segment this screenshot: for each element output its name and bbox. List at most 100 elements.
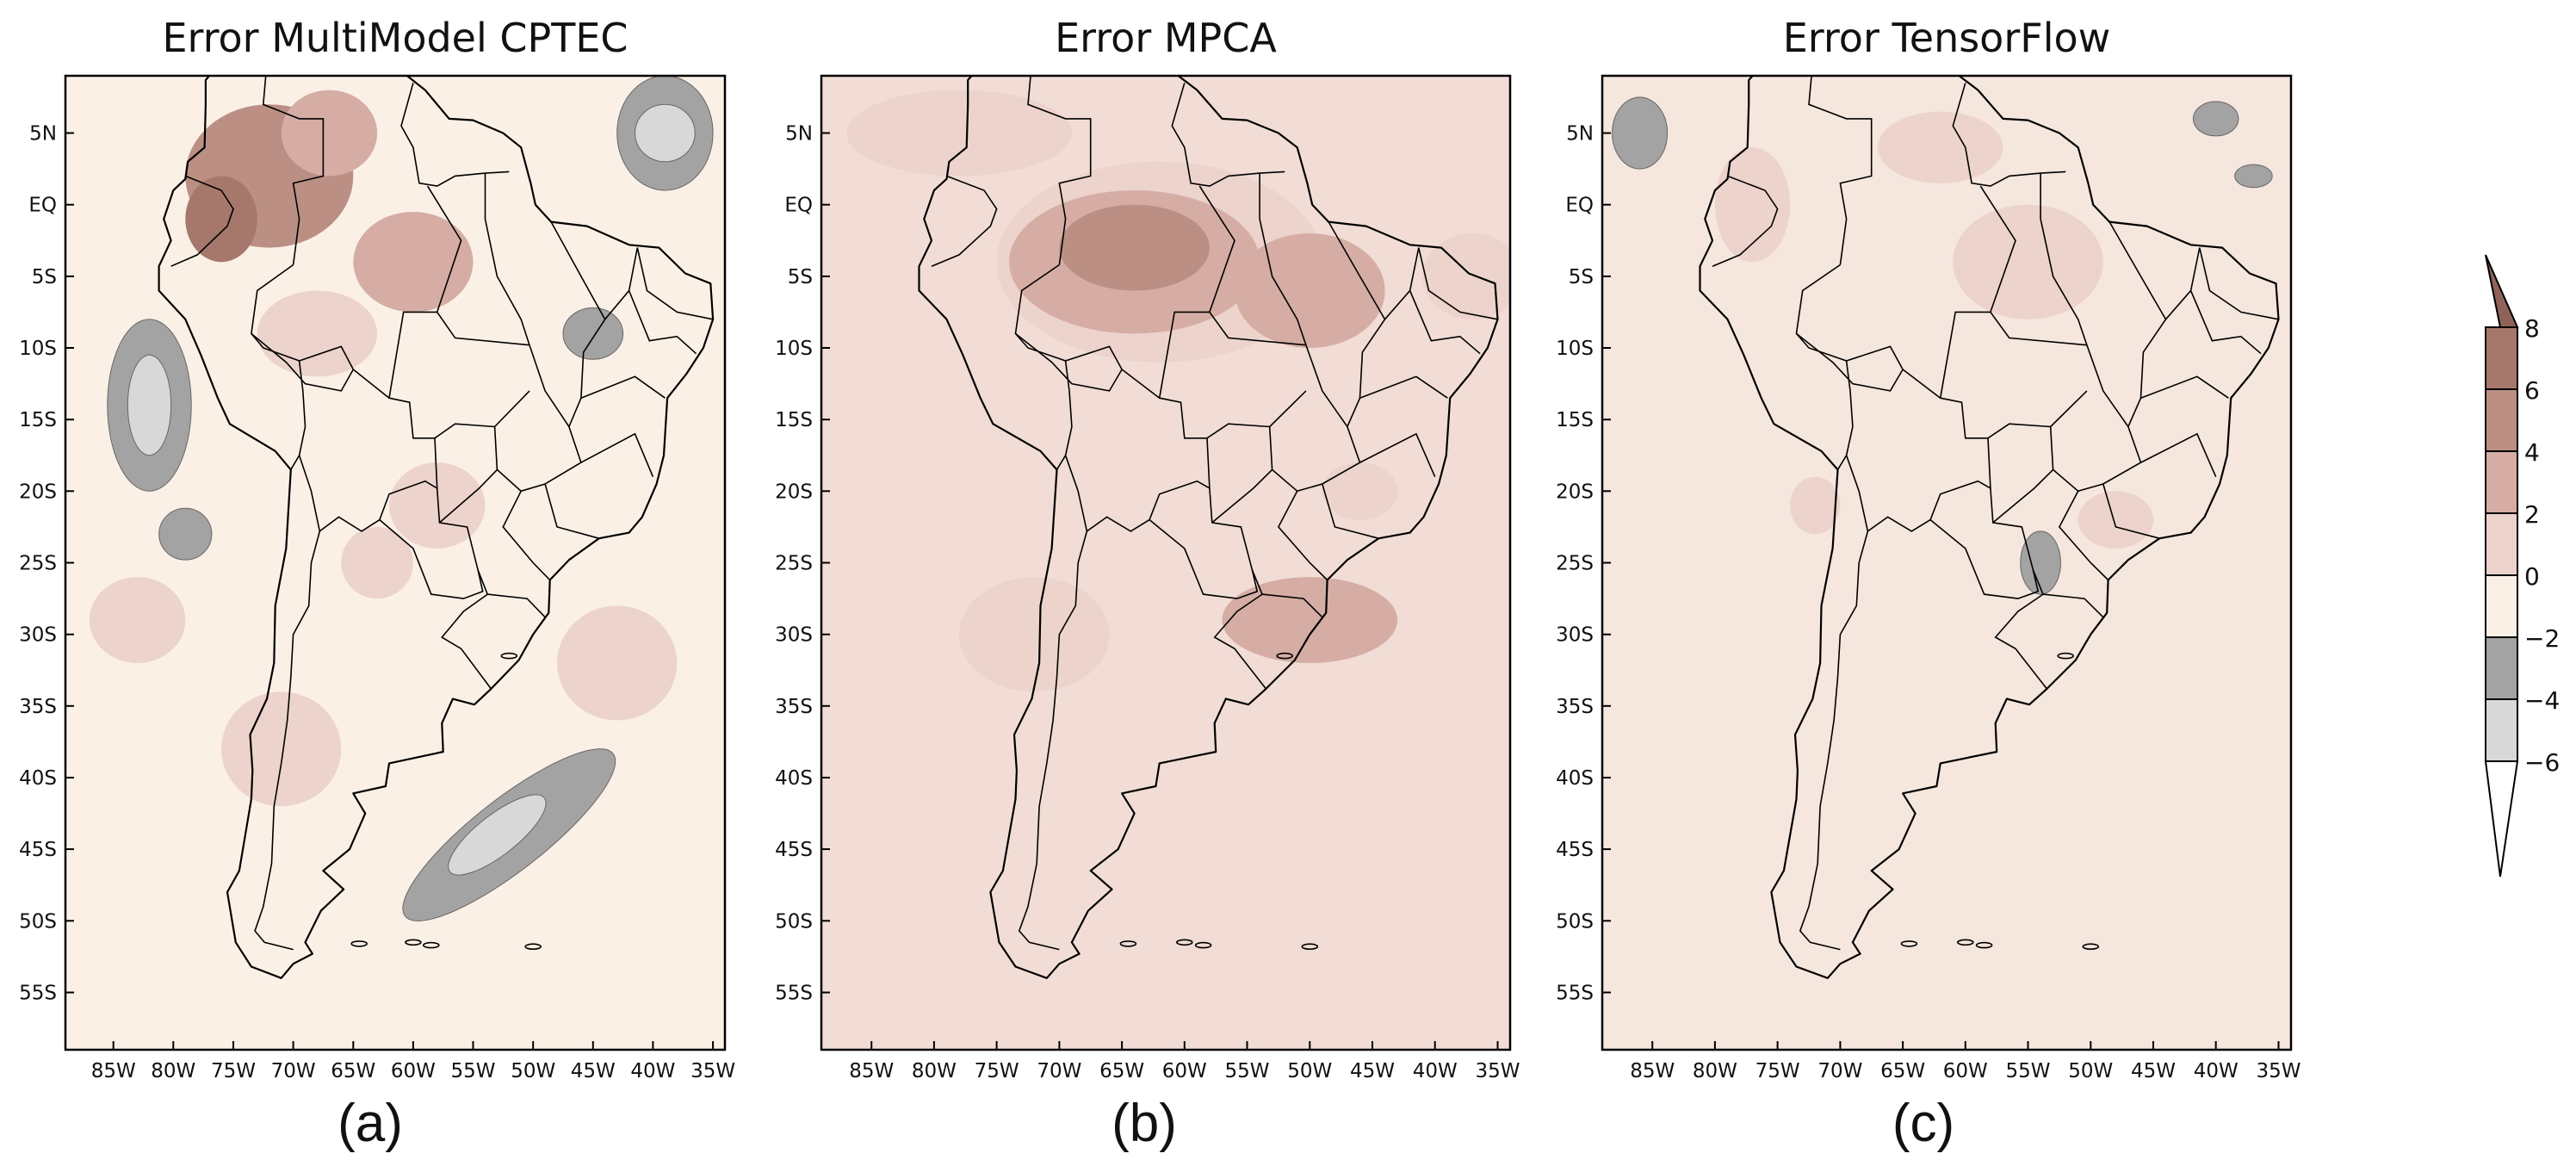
lat-tick-label: 45S [1556,839,1594,861]
border-line [1322,483,1379,539]
lon-tick-label: 65W [331,1060,375,1082]
lon-tick-label: 35W [1475,1060,1520,1082]
lon-tick-label: 55W [2005,1060,2050,1082]
lat-tick-label: 30S [19,624,57,647]
panel-caption: (c) [1892,1094,1954,1153]
error-contours [1612,96,2273,595]
latitude-axis: 5N EQ 5S 10S 15S 20S 25S 30S 35S 40S 45S 50S 55S [19,123,74,1005]
border-line [1206,423,1270,439]
lon-tick-label: 70W [271,1060,316,1082]
border-line [2140,375,2229,399]
colorbar-segment-m4-m2 [2485,636,2518,700]
lat-tick-label: 30S [1556,624,1594,647]
colorbar-label: −6 [2524,748,2560,777]
border-line [1171,83,1285,187]
island-outline [1194,941,1212,949]
negative-error-region [158,507,213,561]
positive-error-region [221,692,342,807]
positive-error-region [341,526,413,599]
lon-tick-label: 55W [450,1060,495,1082]
colorbar-label: 6 [2524,376,2540,405]
lon-tick-label: 75W [211,1060,256,1082]
border-line [254,530,321,951]
island-outline [1957,939,1974,946]
lat-tick-label: 5S [788,266,813,288]
error-contours [89,76,714,921]
coastline [918,76,1499,979]
positive-error-region [389,462,486,549]
border-line [2086,221,2167,429]
lon-tick-label: 65W [1880,1060,1925,1082]
border-line [1064,345,1211,533]
border-line [2058,490,2109,581]
lat-tick-label: 30S [775,624,813,647]
island-outline [2082,943,2100,950]
positive-error-region [89,577,186,663]
lat-tick-label: 50S [1556,910,1594,933]
border-line [636,247,714,320]
border-line [379,487,484,599]
border-line [931,175,998,267]
lat-tick-label: 40S [775,767,813,790]
lat-tick-label: 5S [32,266,57,288]
lon-tick-label: 80W [151,1060,195,1082]
border-line [1198,185,1235,313]
longitude-axis: 85W 80W 75W 70W 65W 60W 55W 50W 45W 40W 35W [1630,1041,2301,1082]
lon-tick-label: 70W [1037,1060,1081,1082]
border-line [2140,432,2217,478]
island-outline [350,940,368,947]
lon-tick-label: 40W [2194,1060,2239,1082]
lat-tick-label: 40S [19,767,57,790]
border-line [2189,290,2262,355]
panel-caption: (b) [1112,1094,1177,1153]
lat-tick-label: EQ [784,195,813,217]
colorbar-label: 8 [2524,314,2540,343]
lat-tick-label: 25S [775,553,813,575]
coastline-and-borders [1699,76,2280,979]
lat-tick-label: 45S [19,839,57,861]
border-line [438,468,498,524]
negative-error-region [2193,101,2239,137]
border-line [1277,490,1328,581]
colorbar-segment-m2-0 [2485,574,2518,638]
border-line [1979,185,2016,313]
panel-title: Error TensorFlow [1783,15,2111,61]
colorbar-bottom-arrow [2484,760,2519,878]
positive-error-region [959,577,1110,692]
border-line [1149,487,1259,599]
positive-error-region [185,176,257,263]
lat-tick-label: 20S [775,481,813,503]
negative-error-region [1612,96,1669,170]
positive-error-region [353,212,474,313]
lat-tick-label: 25S [1556,553,1594,575]
error-contours [846,90,1510,692]
lat-tick-label: 5N [29,123,57,146]
border-line [262,76,325,265]
positive-error-region [1953,204,2103,319]
lat-tick-label: 50S [775,910,813,933]
border-line [1845,345,1991,533]
lon-tick-label: 70W [1817,1060,1862,1082]
colorbar: 8 6 4 2 0 −2 −4 −6 [2484,254,2560,878]
lat-tick-label: 55S [1556,983,1594,1005]
island-outline [524,943,542,950]
colorbar-label: −2 [2524,624,2560,653]
border-line [529,221,606,429]
coastline [1699,76,2280,979]
border-line [1027,76,1092,265]
border-line [1994,569,2048,690]
border-line [1987,423,2051,439]
colorbar-label: 0 [2524,562,2540,591]
map-frame: 5N EQ 5S 10S 15S 20S 25S 30S 35S 40S 45S 50S 55S 85W… [775,74,1520,1082]
border-line [2040,173,2088,345]
border-line [502,490,551,581]
panel-title: Error MPCA [1055,15,1277,61]
colorbar-segment-4-6 [2485,388,2518,452]
positive-error-region [1235,233,1385,348]
map-frame: 5N EQ 5S 10S 15S 20S 25S 30S 35S 40S 45S 50S 55S 85W… [19,74,735,1082]
panel-c: Error TensorFlow 5N EQ 5S 10S 15S 20S 25S 30S 35… [1556,15,2300,1153]
lat-tick-label: 45S [775,839,813,861]
coastline-and-borders [918,76,1499,979]
lat-tick-label: EQ [28,195,57,217]
